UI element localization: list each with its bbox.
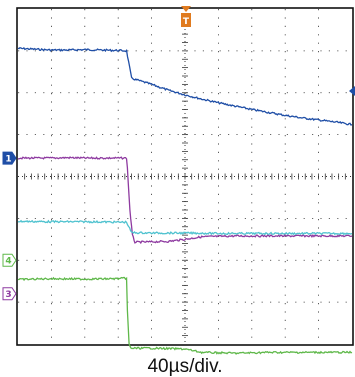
channel-3-marker: 3 bbox=[2, 287, 17, 301]
channel-markers: 1 4 3 bbox=[2, 151, 17, 301]
channel-4-marker-label: 4 bbox=[5, 257, 11, 267]
trigger-marker: T bbox=[181, 6, 191, 27]
channel-1-marker-label: 1 bbox=[5, 154, 11, 164]
grid bbox=[18, 9, 352, 344]
channel-4-marker: 4 bbox=[2, 253, 17, 267]
trigger-marker-label: T bbox=[183, 17, 190, 27]
channel-1-marker: 1 bbox=[2, 151, 17, 165]
offset-marker-right bbox=[349, 86, 355, 96]
traces bbox=[17, 46, 353, 355]
trace-line-4 bbox=[17, 276, 353, 355]
trace-line-3 bbox=[17, 219, 353, 236]
channel-3-marker-label: 3 bbox=[5, 290, 11, 300]
x-axis-scale-label: 40µs/div. bbox=[147, 356, 222, 377]
trace-line-1 bbox=[17, 46, 353, 126]
trace-line-2 bbox=[17, 156, 353, 245]
